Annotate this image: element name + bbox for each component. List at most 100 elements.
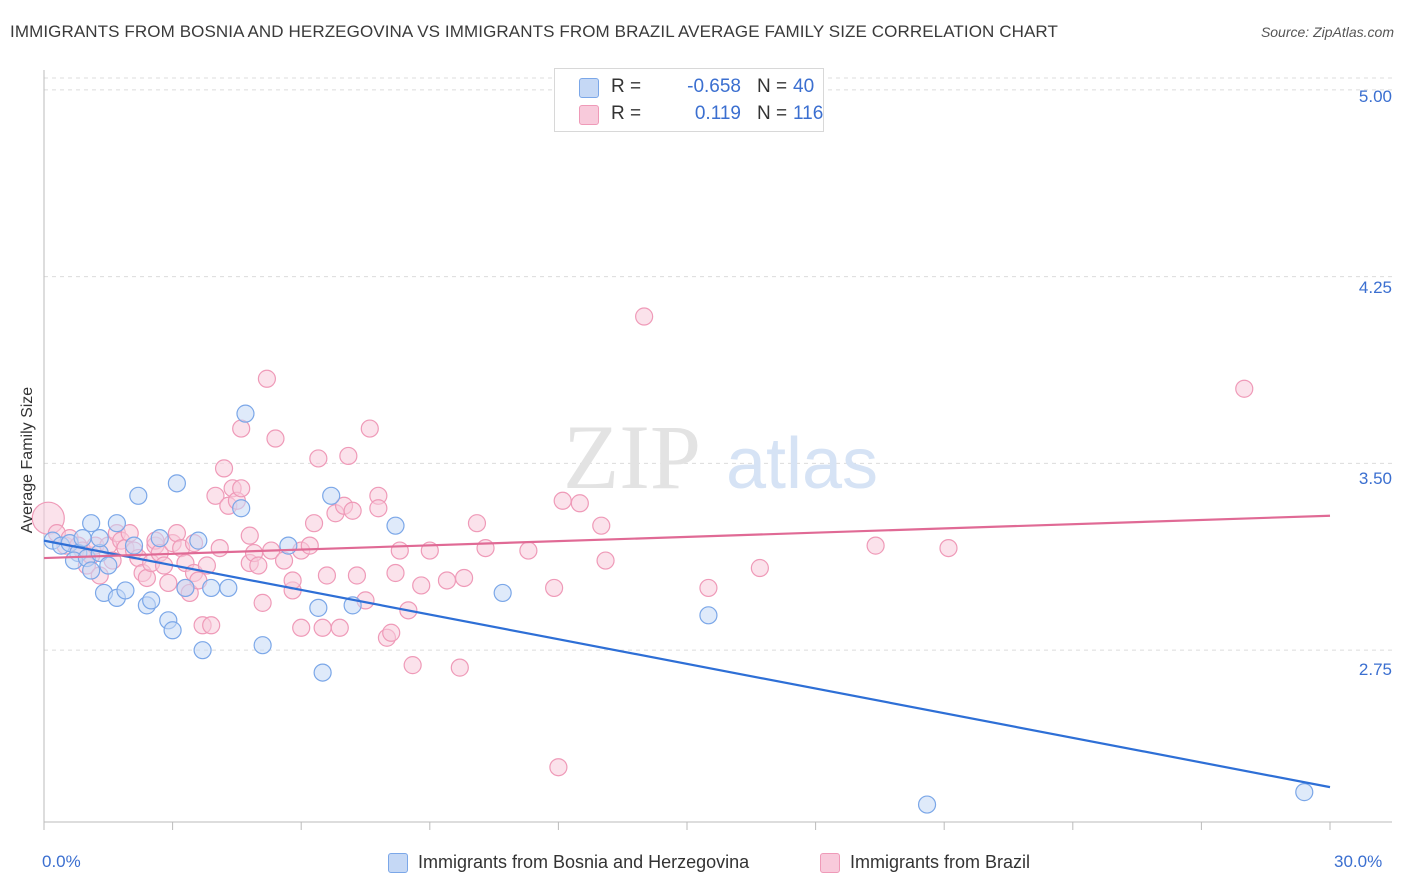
series-name-bosnia: Immigrants from Bosnia and Herzegovina — [418, 852, 750, 872]
point-bosnia — [73, 529, 92, 548]
point-bosnia — [129, 486, 148, 505]
y-tick-label-350: 3.50 — [1358, 469, 1392, 488]
point-brazil — [750, 558, 769, 578]
point-brazil — [309, 449, 328, 468]
point-brazil — [549, 758, 568, 777]
point-brazil — [266, 429, 285, 448]
point-bosnia — [90, 529, 109, 548]
point-brazil — [317, 566, 337, 585]
point-bosnia — [219, 578, 238, 598]
point-brazil — [939, 538, 958, 558]
point-brazil — [454, 568, 474, 588]
trend-lines — [43, 514, 1331, 789]
point-bosnia — [1295, 783, 1314, 802]
point-bosnia — [917, 795, 937, 814]
point-brazil — [343, 501, 362, 520]
point-brazil — [412, 576, 431, 595]
y-tick-label-500: 5.00 — [1358, 87, 1392, 106]
point-brazil — [249, 556, 268, 575]
point-brazil — [210, 538, 229, 558]
point-brazil — [592, 516, 611, 535]
point-bosnia — [322, 486, 341, 505]
point-brazil — [347, 566, 367, 585]
point-bosnia — [150, 529, 169, 548]
point-bosnia — [142, 591, 161, 610]
point-brazil — [450, 658, 469, 677]
watermark: ZIP atlas — [563, 406, 878, 508]
point-brazil — [1235, 379, 1254, 398]
point-brazil — [137, 568, 156, 588]
point-brazil — [206, 486, 225, 505]
point-brazil — [240, 526, 259, 545]
point-bosnia — [253, 636, 272, 655]
point-brazil — [167, 524, 186, 543]
point-bosnia — [176, 578, 195, 598]
point-bosnia — [493, 583, 512, 603]
legend-swatch-brazil — [579, 105, 599, 125]
point-brazil — [232, 479, 251, 498]
trend-line-brazil — [43, 514, 1331, 560]
point-bosnia — [107, 514, 126, 533]
axes — [43, 70, 1392, 830]
legend-r-label: R = — [611, 103, 642, 124]
legend-r-value-bosnia: -0.658 — [687, 76, 741, 97]
point-brazil — [304, 514, 324, 533]
watermark-zip: ZIP — [563, 406, 701, 508]
point-brazil — [313, 618, 332, 637]
point-brazil — [699, 578, 718, 598]
point-bosnia — [99, 556, 118, 575]
trend-line-bosnia — [43, 539, 1331, 789]
x-tick-label-max: 30.0% — [1334, 852, 1383, 871]
point-bosnia — [124, 536, 144, 555]
point-bosnia — [313, 663, 332, 682]
point-brazil — [519, 541, 538, 560]
point-brazil — [232, 419, 251, 438]
point-brazil — [403, 656, 422, 675]
series-swatch-bosnia — [388, 853, 408, 873]
point-bosnia — [193, 641, 212, 660]
point-brazil — [553, 491, 572, 510]
point-bosnia — [236, 404, 255, 423]
series-swatch-brazil — [820, 853, 840, 873]
point-bosnia — [116, 581, 135, 600]
data-points — [31, 307, 1314, 814]
point-bosnia — [309, 598, 328, 617]
point-brazil — [596, 551, 615, 570]
point-bosnia — [163, 621, 182, 640]
watermark-atlas: atlas — [726, 424, 878, 504]
point-brazil — [437, 571, 457, 590]
legend-r-value-brazil: 0.119 — [694, 103, 741, 124]
point-bosnia — [232, 499, 251, 518]
x-tick-label-min: 0.0% — [42, 852, 81, 871]
point-bosnia — [82, 561, 101, 580]
point-bosnia — [167, 474, 186, 493]
point-brazil — [382, 623, 401, 642]
y-tick-label-425: 4.25 — [1358, 278, 1392, 297]
point-bosnia — [699, 606, 718, 625]
point-brazil — [467, 514, 487, 533]
correlation-legend: R = -0.658 N = 40 R = 0.119 N = 116 — [554, 68, 824, 132]
y-tick-label-275: 2.75 — [1358, 660, 1392, 679]
point-brazil — [202, 616, 221, 635]
point-brazil — [339, 446, 358, 466]
point-brazil — [300, 536, 319, 555]
point-brazil — [866, 536, 885, 555]
point-bosnia — [189, 531, 208, 550]
point-brazil — [197, 556, 216, 575]
legend-n-label: N = — [757, 103, 788, 124]
source-credit: Source: ZipAtlas.com — [1260, 24, 1394, 40]
point-brazil — [159, 573, 178, 593]
chart-title: IMMIGRANTS FROM BOSNIA AND HERZEGOVINA V… — [10, 22, 1058, 41]
point-bosnia — [82, 514, 101, 533]
point-brazil — [635, 307, 654, 326]
series-name-brazil: Immigrants from Brazil — [850, 852, 1031, 872]
point-bosnia — [279, 536, 298, 555]
point-brazil — [360, 419, 379, 438]
point-brazil — [476, 538, 495, 558]
legend-n-label: N = — [757, 76, 788, 97]
point-brazil — [570, 494, 589, 513]
point-bosnia — [202, 578, 221, 598]
legend-r-label: R = — [611, 76, 642, 97]
point-brazil — [292, 618, 311, 637]
